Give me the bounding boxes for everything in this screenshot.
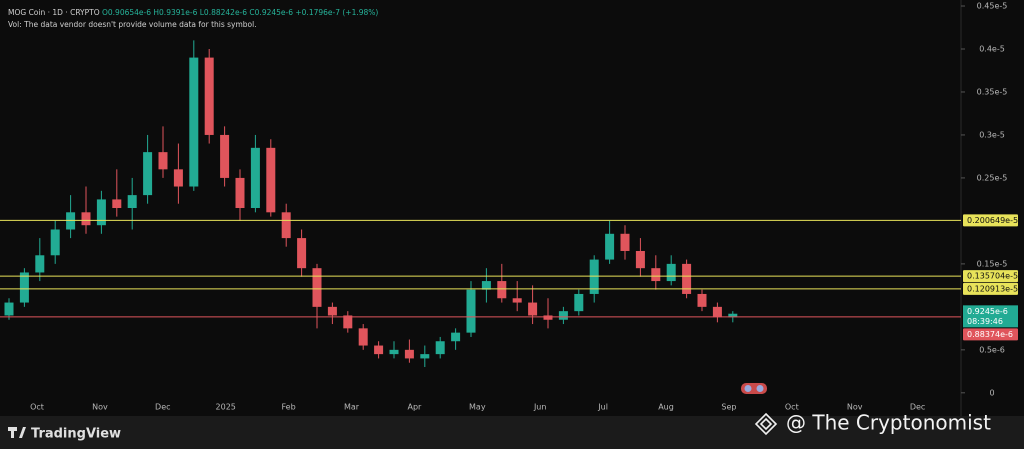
last-price-label: 0.9245e-6 [967, 307, 1008, 316]
y-tick-label: 0.25e-5 [977, 173, 1008, 182]
x-tick-label: Dec [910, 403, 925, 412]
candle-body [19, 272, 29, 303]
y-tick-label: 0.15e-5 [977, 259, 1008, 268]
x-tick-label: May [469, 403, 486, 412]
ohlc: O0.90654e-6 H0.9391e-6 L0.88242e-6 C0.92… [102, 8, 378, 17]
x-tick-label: Sep [721, 403, 736, 412]
y-tick-label: 0.4e-5 [979, 44, 1005, 53]
candle-body [143, 152, 153, 196]
price-line-label: 0.120913e-5 [967, 284, 1018, 293]
candles [4, 40, 738, 368]
candle-body [481, 281, 491, 290]
x-tick-label: Oct [30, 403, 44, 412]
symbol: MOG Coin · 1D · CRYPTO [8, 8, 100, 17]
candle-body [173, 169, 183, 187]
price-line-tag [963, 328, 1018, 341]
y-tick-label: 0.3e-5 [979, 130, 1005, 139]
candle-body [682, 263, 692, 294]
x-tick-label: Nov [847, 403, 863, 412]
candle-body [651, 268, 661, 282]
candle-body [50, 229, 60, 256]
candle-body [420, 354, 430, 359]
brand-logo [8, 427, 26, 438]
candle-body [281, 212, 291, 239]
candle-body [497, 281, 507, 299]
candle-body [435, 341, 445, 355]
x-tick-label: Apr [407, 403, 422, 412]
candle-body [543, 315, 553, 320]
candle-body [358, 328, 368, 346]
last-price-box [963, 305, 1018, 328]
price-line-tag [963, 270, 1018, 283]
candle-body [297, 238, 307, 269]
x-tick-label: Aug [658, 403, 674, 412]
candle-body [158, 152, 168, 170]
candle-body [235, 177, 245, 209]
candle-body [558, 311, 568, 320]
candle-body [327, 306, 337, 316]
candle-body [404, 349, 414, 359]
x-tick-label: Feb [282, 403, 296, 412]
watermark: @ The Cryptonomist [786, 411, 991, 435]
price-line-tag [963, 282, 1018, 295]
candle-body [189, 57, 199, 187]
brand: TradingView [31, 427, 121, 442]
volume-note: Vol: The data vendor doesn't provide vol… [8, 20, 257, 29]
candle-body [589, 259, 599, 294]
candle-body [528, 302, 538, 316]
candle-body [35, 255, 45, 273]
watermark-logo [754, 412, 778, 436]
y-tick-label: 0.45e-5 [977, 2, 1008, 11]
candle-body [512, 298, 522, 303]
x-tick-label: 2025 [216, 403, 236, 412]
candle-body [4, 302, 14, 316]
event-icon [741, 383, 767, 394]
footer-bar [0, 416, 1024, 449]
candle-body [635, 250, 645, 269]
x-tick-label: Jul [597, 403, 608, 412]
candle-body [204, 57, 214, 135]
y-tick-label: 0 [989, 388, 994, 397]
candle-body [220, 134, 230, 178]
candle-body [96, 199, 106, 226]
y-tick-label: 0.5e-6 [979, 345, 1005, 354]
candle-body [81, 212, 91, 226]
candle-body [466, 289, 476, 333]
candle-body [389, 349, 399, 355]
price-line-label: 0.200649e-5 [967, 216, 1018, 225]
x-tick-label: Dec [155, 403, 170, 412]
candle-body [605, 233, 615, 260]
price-line-label: 0.135704e-5 [967, 272, 1018, 281]
candle-body [374, 345, 384, 355]
x-tick-label: Jun [533, 403, 547, 412]
x-tick-label: Oct [785, 403, 799, 412]
candle-body [574, 293, 584, 312]
candle-body [250, 147, 260, 209]
candle-body [712, 306, 722, 318]
candle-body [312, 268, 322, 307]
candle-body [127, 195, 137, 209]
countdown: 08:39:46 [967, 317, 1003, 326]
candle-body [666, 263, 676, 282]
price-line-label: 0.88374e-6 [967, 330, 1013, 339]
x-tick-label: Mar [344, 403, 360, 412]
candle-body [620, 233, 630, 251]
candle-body [697, 293, 707, 307]
candle-body [112, 199, 122, 209]
candle-body [343, 315, 353, 329]
x-tick-label: Nov [92, 403, 108, 412]
y-tick-label: 0.35e-5 [977, 87, 1008, 96]
candle-body [728, 313, 738, 318]
candle-body [451, 332, 461, 342]
candle-body [66, 212, 76, 230]
price-line-tag [963, 214, 1018, 227]
candle-body [266, 147, 276, 213]
